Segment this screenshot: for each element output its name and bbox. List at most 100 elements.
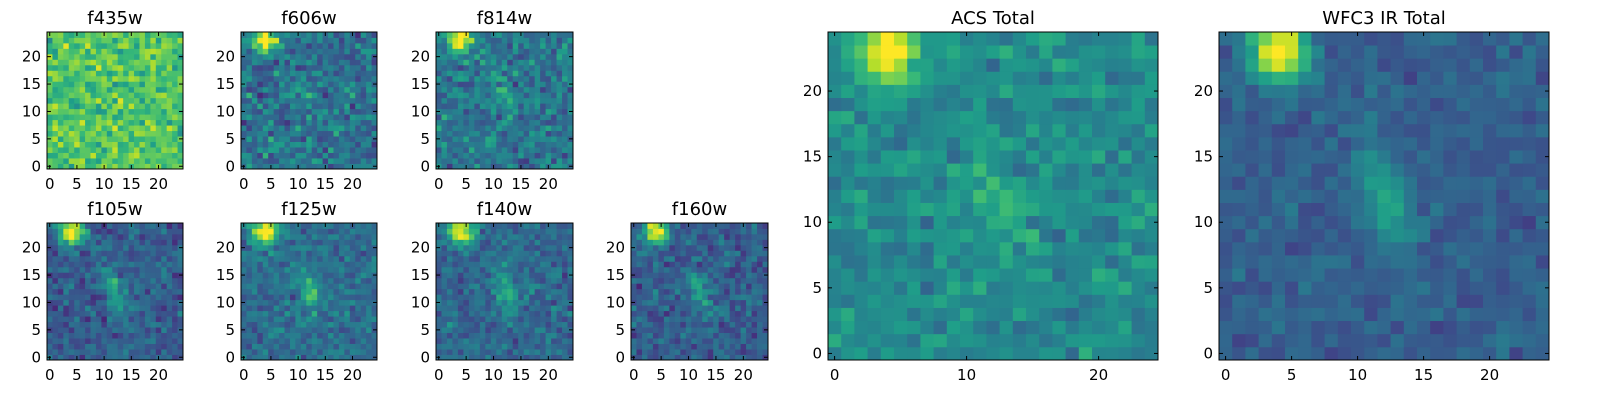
heatmap-cell xyxy=(311,147,318,153)
heatmap-cell xyxy=(501,228,508,235)
heatmap-cell xyxy=(101,125,108,132)
heatmap-cell xyxy=(501,163,508,170)
heatmap-cell xyxy=(166,338,173,344)
heatmap-cell xyxy=(523,32,530,38)
heatmap-cell xyxy=(306,299,313,306)
heatmap-cell xyxy=(166,327,173,333)
x-tick-label: 5 xyxy=(266,366,276,384)
heatmap-cell xyxy=(474,81,481,88)
heatmap-cell xyxy=(144,299,151,306)
heatmap-cell xyxy=(251,332,258,339)
heatmap-cell xyxy=(47,233,53,240)
heatmap-cell xyxy=(246,327,253,333)
heatmap-cell xyxy=(880,307,895,322)
heatmap-cell xyxy=(166,32,173,38)
heatmap-cell xyxy=(674,266,681,273)
heatmap-cell xyxy=(512,70,519,77)
heatmap-cell xyxy=(691,338,698,344)
heatmap-cell xyxy=(85,114,91,121)
heatmap-cell xyxy=(349,97,356,104)
heatmap-cell xyxy=(284,125,291,132)
heatmap-cell xyxy=(90,305,97,312)
heatmap-cell xyxy=(289,310,296,317)
heatmap-cell xyxy=(150,305,157,312)
heatmap-cell xyxy=(641,261,648,268)
heatmap-cell xyxy=(262,53,269,60)
y-tick-label: 5 xyxy=(225,130,235,148)
heatmap-cell xyxy=(529,147,536,153)
heatmap-cell xyxy=(279,261,285,268)
heatmap-cell xyxy=(540,136,546,142)
heatmap-cell xyxy=(355,255,362,262)
heatmap-cell xyxy=(551,97,557,104)
heatmap-cell xyxy=(674,277,681,284)
heatmap-cell xyxy=(512,114,519,121)
heatmap-cell xyxy=(344,37,351,44)
heatmap-cell xyxy=(567,119,574,126)
heatmap-cell xyxy=(366,114,372,121)
heatmap-cell xyxy=(306,261,313,268)
heatmap-cell xyxy=(57,103,64,110)
heatmap-cell xyxy=(680,261,687,268)
heatmap-cell xyxy=(52,103,59,110)
heatmap-cell xyxy=(512,141,519,148)
heatmap-cell xyxy=(366,64,372,71)
heatmap-cell xyxy=(106,70,113,77)
heatmap-cell xyxy=(828,163,842,177)
heatmap-cell xyxy=(545,327,552,333)
heatmap-cell xyxy=(106,75,113,82)
heatmap-cell xyxy=(854,202,868,217)
heatmap-cell xyxy=(718,294,725,301)
heatmap-cell xyxy=(567,37,574,44)
heatmap-cell xyxy=(485,32,492,38)
heatmap-cell xyxy=(172,250,178,257)
heatmap-cell xyxy=(468,349,475,355)
heatmap-cell xyxy=(545,266,552,273)
heatmap-cell xyxy=(289,130,296,137)
heatmap-cell xyxy=(707,277,714,284)
heatmap-cell xyxy=(534,338,541,344)
heatmap-cell xyxy=(647,305,654,312)
heatmap-cell xyxy=(496,316,503,323)
heatmap-cell xyxy=(123,288,129,295)
heatmap-cell xyxy=(295,81,302,88)
heatmap-cell xyxy=(713,244,720,251)
heatmap-cell xyxy=(246,81,253,88)
heatmap-cell xyxy=(1092,346,1106,361)
heatmap-cell xyxy=(446,48,453,55)
heatmap-cell xyxy=(172,125,178,132)
heatmap-cell xyxy=(328,42,334,49)
heatmap-cell xyxy=(545,64,552,71)
heatmap-cell xyxy=(562,321,568,328)
heatmap-cell xyxy=(485,283,492,290)
heatmap-cell xyxy=(123,92,129,99)
heatmap-cell xyxy=(273,37,280,44)
heatmap-cell xyxy=(57,299,64,306)
heatmap-cell xyxy=(371,37,378,44)
heatmap-cell xyxy=(1092,268,1106,282)
heatmap-cell xyxy=(68,32,75,38)
heatmap-cell xyxy=(68,250,75,257)
heatmap-cell xyxy=(268,130,275,137)
heatmap-cell xyxy=(257,92,264,99)
heatmap-cell xyxy=(371,32,378,38)
heatmap-cell xyxy=(468,158,475,164)
heatmap-cell xyxy=(854,346,868,361)
heatmap-cell xyxy=(436,119,442,126)
heatmap-cell xyxy=(246,130,253,137)
heatmap-cell xyxy=(177,228,184,235)
heatmap-cell xyxy=(344,136,351,142)
heatmap-cell xyxy=(436,266,442,273)
heatmap-cell xyxy=(74,97,81,104)
heatmap-cell xyxy=(360,86,367,93)
heatmap-cell xyxy=(85,158,91,164)
heatmap-cell xyxy=(333,147,340,153)
heatmap-cell xyxy=(691,316,698,323)
heatmap-cell xyxy=(446,233,453,240)
heatmap-cell xyxy=(241,233,247,240)
heatmap-cell xyxy=(52,130,59,137)
heatmap-cell xyxy=(867,241,882,256)
heatmap-cell xyxy=(85,261,91,268)
heatmap-cell xyxy=(696,223,703,229)
